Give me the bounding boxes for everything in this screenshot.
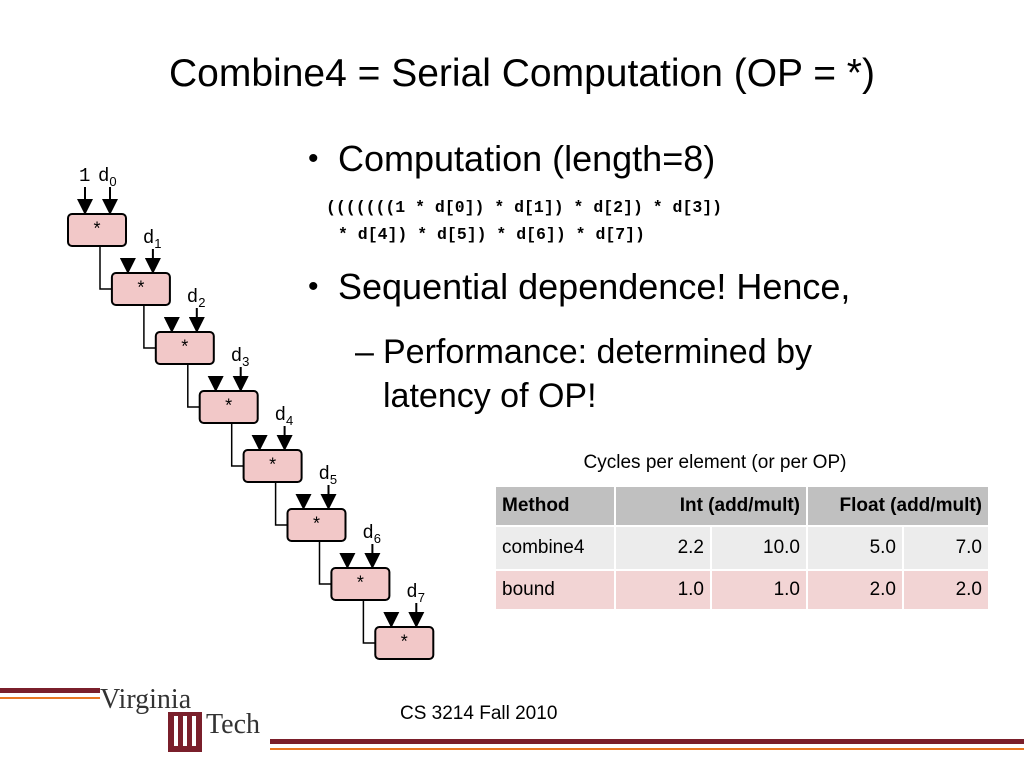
cell: 2.0: [902, 569, 990, 611]
input-index: 5: [330, 472, 337, 487]
operator-label: *: [311, 516, 322, 536]
input-label: d3: [231, 345, 250, 369]
footer-course: CS 3214 Fall 2010: [400, 703, 557, 724]
operator-label: *: [135, 280, 146, 300]
header-cell: Method: [494, 485, 616, 527]
input-name: d: [319, 463, 330, 485]
cell: combine4: [494, 525, 616, 571]
input-index: 1: [154, 236, 161, 251]
table: Method Int (add/mult) Float (add/mult) c…: [494, 485, 990, 611]
operator-label: *: [267, 457, 278, 477]
connector: [187, 364, 200, 408]
connector: [274, 482, 288, 526]
input-name: d: [406, 581, 417, 603]
connector: [318, 541, 332, 585]
operator-label: *: [92, 221, 103, 241]
code-line: (((((((1 * d[0]) * d[1]) * d[2]) * d[3]): [326, 198, 723, 217]
input-label: d7: [406, 581, 425, 605]
row: combine4 2.2 10.0 5.0 7.0: [494, 525, 990, 571]
connector: [230, 423, 244, 467]
input-index: 3: [242, 354, 249, 369]
header-cell: Float (add/mult): [806, 485, 990, 527]
slide-title: Combine4 = Serial Computation (OP = *): [169, 52, 875, 95]
header-cell: Int (add/mult): [614, 485, 808, 527]
input-name: d: [275, 404, 286, 426]
row: bound 1.0 1.0 2.0 2.0: [494, 569, 990, 611]
input-index: 0: [109, 174, 116, 189]
input-name: d: [98, 165, 109, 187]
input-name: d: [231, 345, 242, 367]
input-index: 6: [374, 531, 381, 546]
connector: [143, 305, 156, 349]
cell: 2.2: [614, 525, 712, 571]
input-label: d4: [275, 404, 294, 428]
input-index: 7: [418, 590, 425, 605]
sub-bullet: Performance: determined by latency of OP…: [355, 330, 903, 418]
cell: bound: [494, 569, 616, 611]
connector: [99, 246, 112, 290]
bullet: Computation (length=8): [308, 138, 715, 180]
operator-box: [67, 213, 127, 247]
initial-input: 1: [79, 165, 90, 187]
table-caption: Cycles per element (or per OP): [583, 452, 847, 473]
connector: [362, 600, 376, 644]
input-name: d: [362, 522, 373, 544]
operator-label: *: [399, 634, 410, 654]
input-label: d6: [362, 522, 381, 546]
input-label: d2: [187, 286, 206, 310]
input-index: 2: [198, 295, 205, 310]
cell: 2.0: [806, 569, 904, 611]
cell: 1.0: [710, 569, 808, 611]
logo-text: Virginia: [100, 684, 192, 715]
cell: 7.0: [902, 525, 990, 571]
logo-text: Tech: [206, 709, 260, 740]
cell: 5.0: [806, 525, 904, 571]
cell: 10.0: [710, 525, 808, 571]
input-name: d: [143, 227, 154, 249]
operator-label: *: [179, 339, 190, 359]
input-label: d1: [143, 227, 162, 251]
code-line: * d[4]) * d[5]) * d[6]) * d[7]): [338, 225, 645, 244]
input-label: d5: [319, 463, 338, 487]
input-label: d0: [98, 165, 117, 189]
input-name: d: [187, 286, 198, 308]
header-row: Method Int (add/mult) Float (add/mult): [494, 485, 990, 527]
bullet: Sequential dependence! Hence,: [308, 266, 850, 308]
input-index: 4: [286, 413, 293, 428]
operator-label: *: [223, 398, 234, 418]
cell: 1.0: [614, 569, 712, 611]
footer-decoration: [0, 688, 1024, 752]
operator-label: *: [355, 575, 366, 595]
